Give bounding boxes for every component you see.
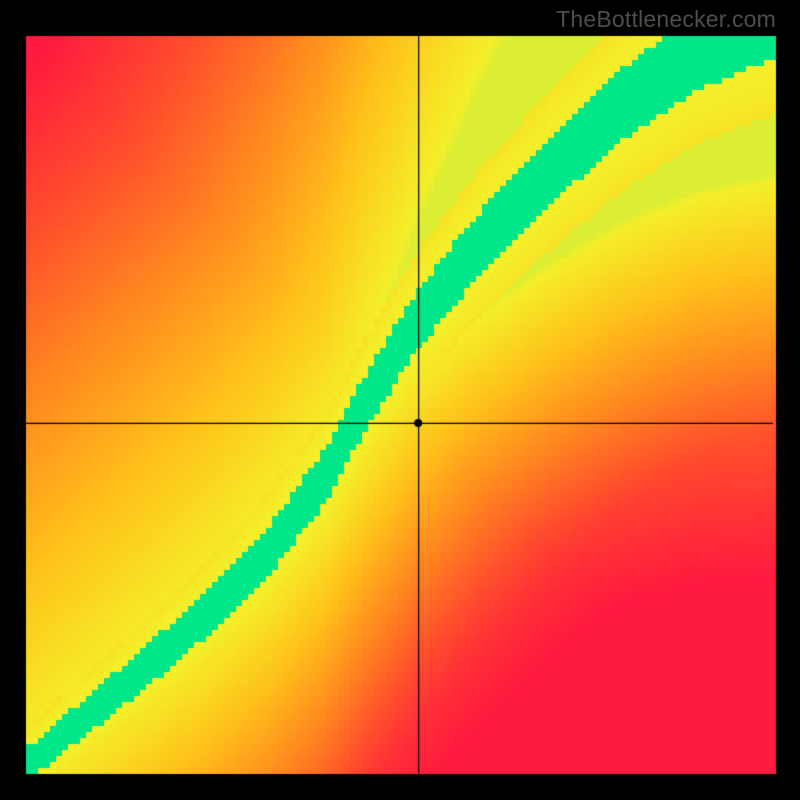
watermark-text: TheBottlenecker.com xyxy=(556,6,776,33)
heatmap-canvas-wrap xyxy=(0,0,800,800)
root: { "canvas": { "width": 800, "height": 80… xyxy=(0,0,800,800)
bottleneck-heatmap xyxy=(0,0,800,800)
